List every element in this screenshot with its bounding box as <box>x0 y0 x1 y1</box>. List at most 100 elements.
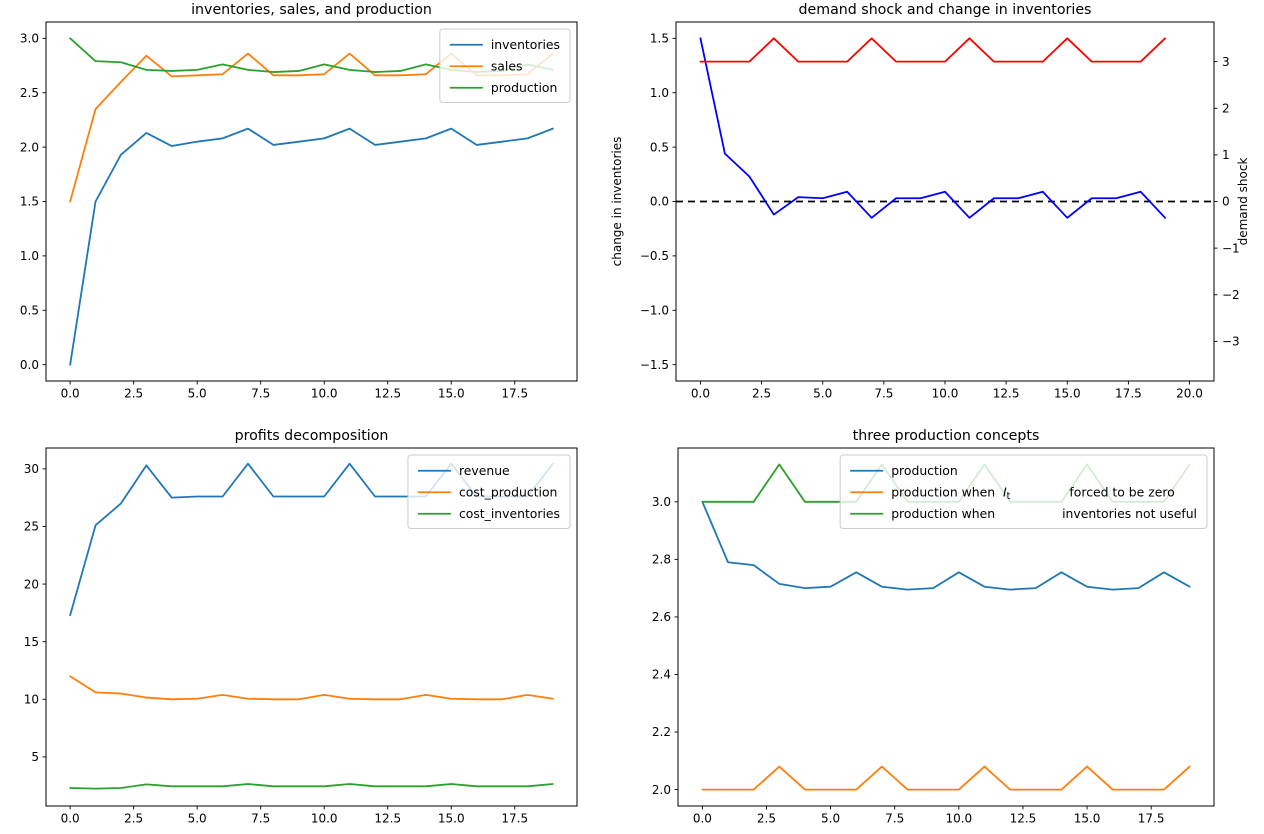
svg-text:1.5: 1.5 <box>650 32 669 46</box>
svg-text:−3: −3 <box>1222 335 1240 349</box>
svg-text:2.4: 2.4 <box>652 668 671 682</box>
svg-text:10.0: 10.0 <box>311 812 338 826</box>
svg-text:17.5: 17.5 <box>1115 387 1142 401</box>
svg-text:12.5: 12.5 <box>1010 812 1037 826</box>
svg-text:0.0: 0.0 <box>691 387 710 401</box>
chart-title: profits decomposition <box>235 428 389 444</box>
axes-ticks: 0.0 2.5 5.0 7.5 10.0 12.5 15.0 17.5 5 10 15 20 25 30 <box>24 462 528 825</box>
svg-text:−1.0: −1.0 <box>640 303 669 317</box>
svg-text:0.0: 0.0 <box>650 195 669 209</box>
svg-text:0.0: 0.0 <box>20 358 39 372</box>
svg-text:demand shock and change in inv: demand shock and change in inventories <box>799 2 1092 18</box>
axes-ticks: 0.0 2.5 5.0 7.5 10.0 12.5 15.0 17.5 0.0 0.5 1.0 1.5… <box>20 32 528 401</box>
svg-text:2.5: 2.5 <box>752 387 771 401</box>
svg-text:7.5: 7.5 <box>874 387 893 401</box>
svg-text:10.0: 10.0 <box>945 812 972 826</box>
svg-text:5.0: 5.0 <box>188 812 207 826</box>
legend-label-sales: sales <box>491 59 523 74</box>
axes-ticks: 0.0 2.5 5.0 7.5 1 0.0 12.5 15.0 17.5 20.0 −1.5 −1.0… <box>640 32 1240 401</box>
svg-text:15: 15 <box>24 635 39 649</box>
legend-label-inventories: inventories <box>491 37 560 52</box>
legend-label-production-inventories-zero: production when It forced to be zero <box>891 485 1175 503</box>
series-demand-shock <box>699 37 1166 63</box>
svg-text:17.5: 17.5 <box>501 387 528 401</box>
svg-text:10: 10 <box>24 693 39 707</box>
svg-text:1.5: 1.5 <box>20 195 39 209</box>
legend-label-cost-inventories: cost_inventories <box>459 506 560 521</box>
svg-text:2.5: 2.5 <box>757 812 776 826</box>
svg-text:2.0: 2.0 <box>652 783 671 797</box>
svg-text:15.0: 15.0 <box>1054 387 1081 401</box>
legend-box <box>839 454 1208 529</box>
svg-text:2: 2 <box>1222 101 1230 115</box>
svg-text:1.0: 1.0 <box>20 249 39 263</box>
subplot-inventories-sales-production: inventories, sales, and production 0.0 2.5… <box>0 0 632 417</box>
plot-frame <box>45 21 578 382</box>
svg-text:15.0: 15.0 <box>438 387 465 401</box>
svg-text:30: 30 <box>24 462 39 476</box>
svg-text:1: 1 <box>1222 148 1230 162</box>
svg-text:2.0: 2.0 <box>20 140 39 154</box>
svg-text:0.5: 0.5 <box>650 140 669 154</box>
legend-label-cost-production: cost_production <box>459 485 557 500</box>
svg-text:−0.5: −0.5 <box>640 249 669 263</box>
svg-text:7.5: 7.5 <box>885 812 904 826</box>
svg-text:−1.5: −1.5 <box>640 358 669 372</box>
svg-text:17.5: 17.5 <box>1138 812 1165 826</box>
chart-demand-shock-change-in-inventories: demand shock and change in inventories 0.… <box>610 2 1250 401</box>
legend-label-revenue: revenue <box>459 463 510 478</box>
svg-text:15.0: 15.0 <box>438 812 465 826</box>
svg-text:15.0: 15.0 <box>1074 812 1101 826</box>
legend-label-production: production <box>891 463 958 478</box>
plot-frame <box>45 447 578 807</box>
svg-text:0.0: 0.0 <box>61 812 80 826</box>
legend-box <box>439 28 571 103</box>
chart-inventories-sales-production: inventories, sales, and production 0.0 2.5… <box>20 2 578 401</box>
svg-text:20.0: 20.0 <box>1176 387 1203 401</box>
svg-text:1.0: 1.0 <box>650 86 669 100</box>
legend-label-production: production <box>491 80 558 95</box>
chart-profits-decomposition: profits decomposition 0.0 2.5 5.0 7.5 10.0 12.… <box>24 428 578 826</box>
axes-ticks: 0.0 2.5 5.0 7.5 10.0 12.5 15.0 17.5 2.0 2.2 2.4 2.6… <box>652 495 1165 825</box>
series-cost-production <box>69 675 554 701</box>
subplot-demand-shock-change-in-inventories: demand shock and change in inventories 0.… <box>610 0 1264 417</box>
series-change-in-inventories <box>699 37 1166 219</box>
chart-title: inventories, sales, and production <box>191 2 432 18</box>
svg-text:7.5: 7.5 <box>251 812 270 826</box>
legend-label-production-inventories-not-useful: production when inventories not useful <box>891 506 1197 521</box>
subplot-three-production-concepts: three production concepts 0.0 2.5 5.0 7.5 10.… <box>632 417 1264 834</box>
svg-text:12.5: 12.5 <box>993 387 1020 401</box>
svg-text:25: 25 <box>24 520 39 534</box>
chart-title: three production concepts <box>853 428 1040 444</box>
svg-text:3.0: 3.0 <box>20 32 39 46</box>
svg-text:inventories, sales, and produc: inventories, sales, and production <box>191 2 432 18</box>
svg-text:10.0: 10.0 <box>311 387 338 401</box>
series-production <box>701 500 1191 591</box>
legend: revenue cost_production cost_inventories <box>407 454 571 529</box>
y-axis-label-left: change in inventories <box>610 137 624 267</box>
svg-text:0: 0 <box>1222 195 1230 209</box>
svg-text:2.2: 2.2 <box>652 725 671 739</box>
series-cost-inventories <box>69 783 554 790</box>
svg-text:12.5: 12.5 <box>374 387 401 401</box>
series-production-inventories-zero <box>701 765 1191 791</box>
svg-text:2.5: 2.5 <box>124 387 143 401</box>
legend-box <box>407 454 571 529</box>
svg-text:0.0: 0.0 <box>693 812 712 826</box>
svg-text:5.0: 5.0 <box>188 387 207 401</box>
svg-text:2.8: 2.8 <box>652 553 671 567</box>
legend: inventories sales production <box>439 28 571 103</box>
svg-text:three production concepts: three production concepts <box>853 428 1040 444</box>
svg-text:2.5: 2.5 <box>20 86 39 100</box>
svg-text:2.6: 2.6 <box>652 610 671 624</box>
series-inventories <box>69 127 554 366</box>
plot-frame <box>677 447 1215 807</box>
svg-text:−1: −1 <box>1222 241 1240 255</box>
svg-text:7.5: 7.5 <box>251 387 270 401</box>
svg-text:3: 3 <box>1222 55 1230 69</box>
svg-text:5.0: 5.0 <box>813 387 832 401</box>
subplot-profits-decomposition: profits decomposition 0.0 2.5 5.0 7.5 10.0 12.… <box>0 417 632 834</box>
svg-text:12.5: 12.5 <box>374 812 401 826</box>
